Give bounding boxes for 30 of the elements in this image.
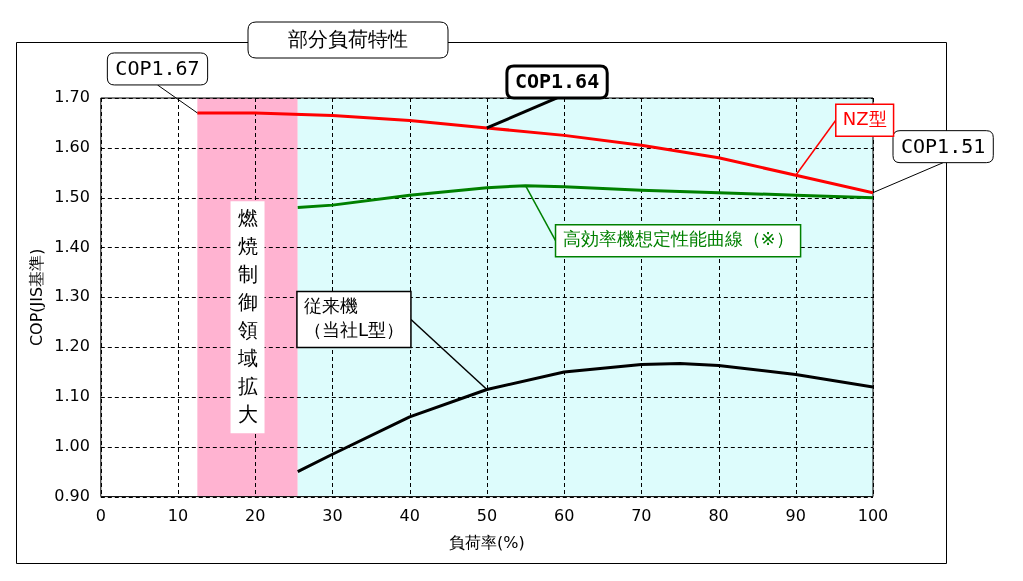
text: 従来機（当社L型） [303, 295, 404, 341]
y-tick-label: 1.40 [54, 236, 90, 256]
x-tick-label: 30 [322, 506, 343, 526]
annotation: COP1.51 [901, 133, 986, 158]
x-tick-label: 80 [708, 506, 729, 526]
band-label: 燃焼制御領域拡大 [236, 205, 258, 426]
x-tick-label: 90 [785, 506, 806, 526]
y-tick-label: 1.30 [54, 286, 90, 306]
y-tick-label: 1.10 [54, 386, 90, 406]
y-tick-label: 1.70 [54, 87, 90, 107]
x-tick-label: 70 [631, 506, 652, 526]
x-tick-label: 20 [245, 506, 266, 526]
y-axis-title: COP(JIS基準) [26, 248, 46, 347]
y-tick-label: 1.20 [54, 336, 90, 356]
y-tick-label: 1.00 [54, 435, 90, 455]
x-tick-label: 0 [95, 506, 106, 526]
chart-title: 部分負荷特性 [288, 27, 408, 52]
x-tick-label: 60 [553, 506, 575, 526]
annotation: COP1.67 [115, 56, 200, 81]
text: NZ型 [842, 107, 887, 129]
x-tick-label: 50 [476, 506, 498, 526]
y-tick-label: 1.60 [54, 136, 90, 156]
x-tick-label: 40 [399, 506, 420, 526]
x-tick-label: 100 [857, 506, 889, 526]
y-tick-label: 0.90 [54, 485, 90, 505]
x-axis-title: 負荷率(%) [449, 532, 525, 552]
series-label: 高効率機想定性能曲線（※） [562, 228, 794, 250]
annotation: COP1.64 [514, 69, 600, 94]
x-tick-label: 10 [167, 506, 189, 526]
y-tick-label: 1.50 [54, 186, 90, 206]
